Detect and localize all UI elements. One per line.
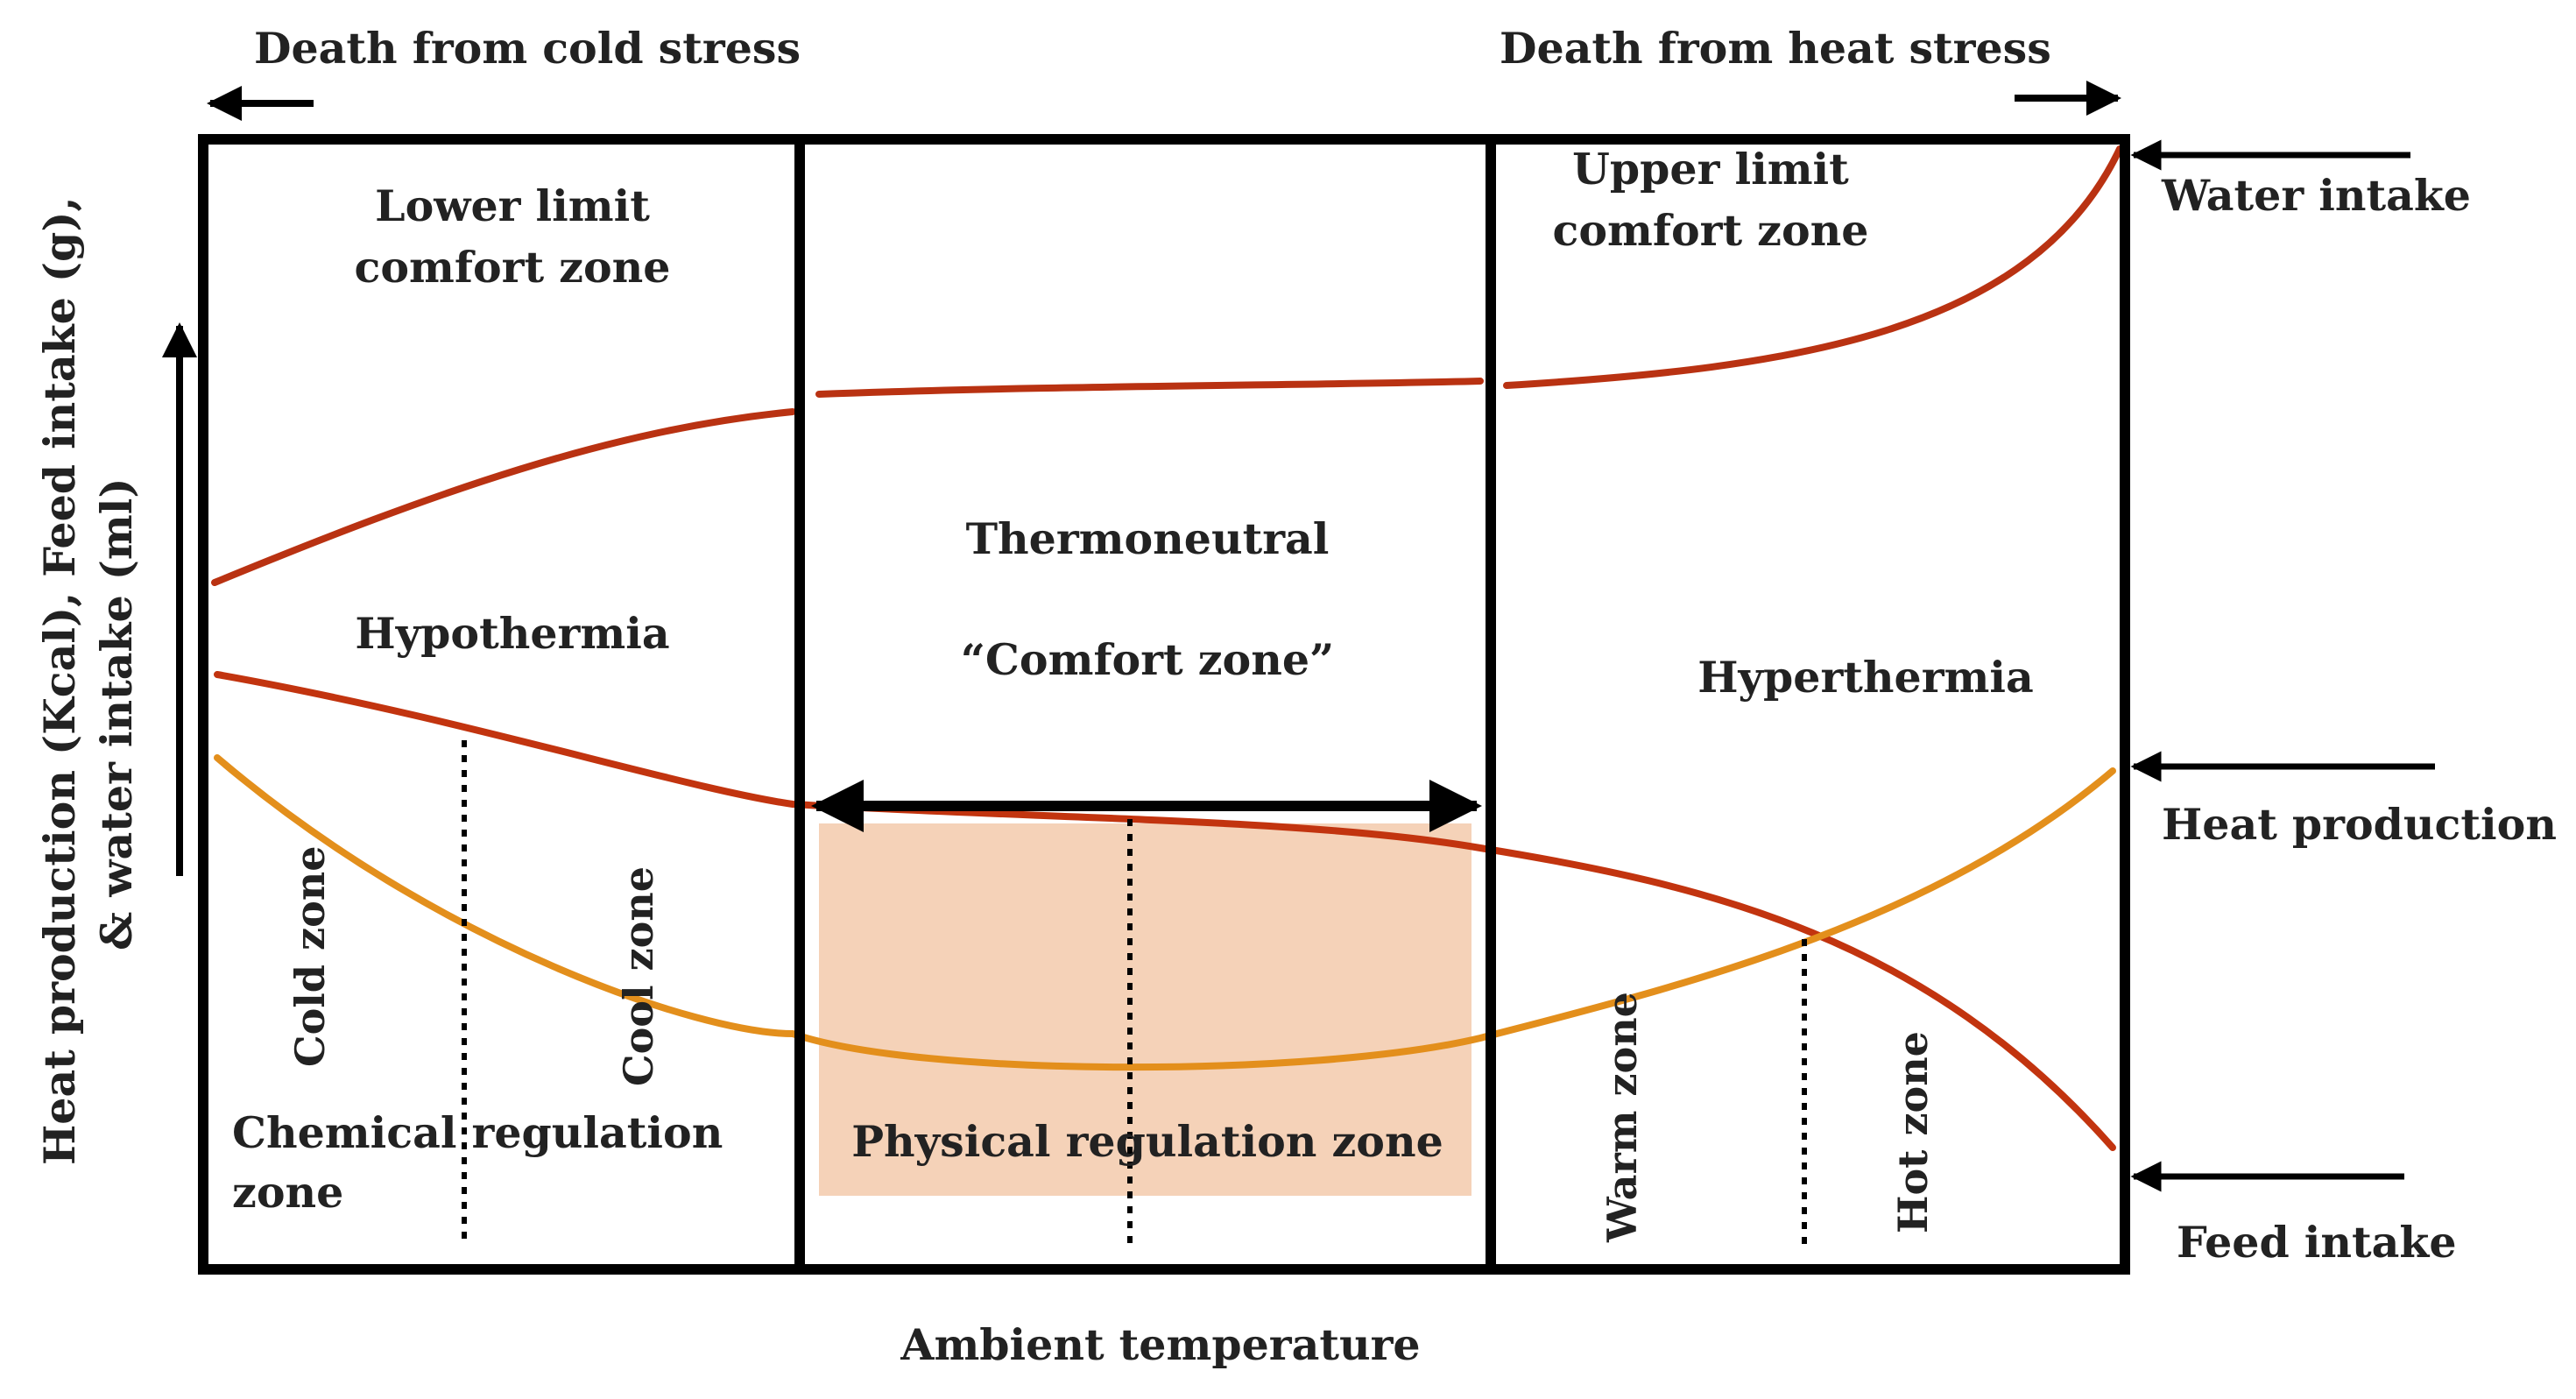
feed-intake-label: Feed intake [2177,1217,2457,1268]
comfort-zone-shading [819,823,1471,1196]
lower-limit-label: Lower limit [375,180,650,231]
physical-regulation-label: Physical regulation zone [851,1116,1443,1167]
cool-zone-label: Cool zone [615,866,662,1086]
x-axis-label: Ambient temperature [900,1319,1420,1370]
upper-limit-label: Upper limit [1572,144,1849,194]
plot-frame [198,134,2130,1275]
thermoneutral-label: Thermoneutral [966,513,1330,564]
y-axis-label: Heat production (Kcal), Feed intake (g), [34,196,85,1165]
death-heat-label: Death from heat stress [1500,23,2051,74]
warm-zone-label: Warm zone [1599,992,1646,1243]
hypothermia-label: Hypothermia [355,608,669,659]
lower-limit-label-2: comfort zone [355,242,671,293]
heat-production-curve [214,754,2116,1071]
death-cold-label: Death from cold stress [254,23,801,74]
hot-zone-label: Hot zone [1889,1031,1937,1233]
upper-limit-label-2: comfort zone [1553,205,1869,256]
comfort-zone-label: “Comfort zone” [961,634,1334,685]
water-intake-label: Water intake [2161,170,2471,221]
hyperthermia-label: Hyperthermia [1697,652,2033,703]
water-intake-curve [211,145,2123,586]
heat-production-label: Heat production [2162,799,2557,850]
y-axis-label-2: & water intake (ml) [91,477,142,950]
chemical-regulation-label-2: zone [232,1167,343,1218]
cold-zone-label: Cold zone [286,846,334,1067]
chemical-regulation-label: Chemical regulation [232,1107,723,1158]
